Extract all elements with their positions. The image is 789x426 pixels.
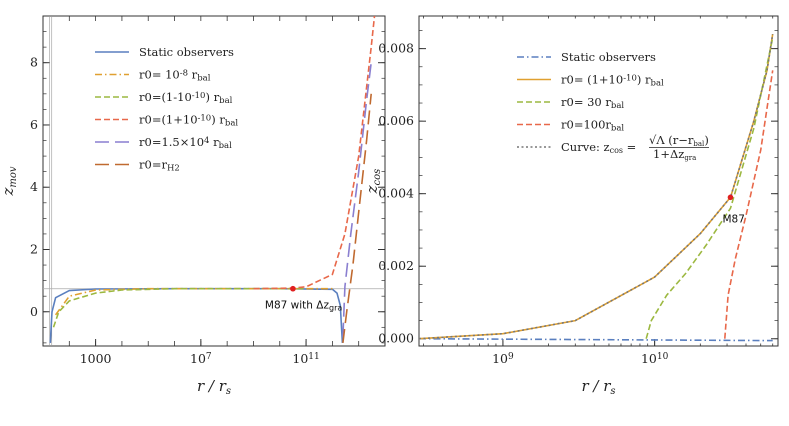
legend-entry: r0=100rbal (561, 118, 624, 134)
series-line-3 (724, 70, 774, 339)
y-tick-label: 0.004 (378, 186, 414, 201)
legend-entry: r0=(1+10-10) rbal (139, 113, 238, 129)
x-tick-label: 1011 (292, 351, 319, 366)
series-line-4 (342, 62, 372, 337)
series-line-2 (645, 37, 774, 339)
y-tick-label: 0 (30, 304, 38, 319)
y-axis-label: zcos (363, 169, 383, 195)
legend-entry: Static observers (561, 50, 656, 64)
y-tick-label: 8 (30, 55, 38, 70)
plot-frame (418, 15, 779, 347)
right-chart: 109 1010 0.000 0.002 0.004 0.006 0.008 r / rs zc… (363, 15, 779, 397)
series-line-5 (342, 93, 372, 343)
legend-formula-numerator: √Λ (r−rbal) (649, 133, 709, 148)
legend-entry: r0= 10-8 rbal (139, 68, 211, 84)
series-line-2 (52, 287, 307, 328)
left-chart: 1000 107 1011 0 2 4 6 8 r / rs zmov M87 with Δzgra… (0, 15, 386, 397)
y-tick-label: 0.002 (378, 258, 414, 273)
legend-entry: r0= (1+10-10) rbal (561, 73, 664, 89)
series-line-4 (419, 33, 774, 340)
plot-frame (42, 15, 386, 347)
legend-entry: Curve: zcos = (561, 140, 636, 155)
x-tick-label: 107 (190, 351, 212, 366)
x-tick-label: 109 (492, 351, 514, 366)
annotation-label: M87 with Δzgra (265, 300, 342, 313)
x-tick-label: 1000 (80, 351, 112, 366)
highlight-point (290, 285, 296, 292)
y-tick-label: 6 (30, 117, 38, 132)
y-axis-label: zmov (0, 166, 19, 196)
x-axis-label: r / rs (197, 377, 231, 397)
legend-entry: r0=(1-10-10) rbal (139, 90, 233, 106)
legend-entry: r0= 30 rbal (561, 95, 624, 111)
legend-entry: r0=1.5×104 rbal (139, 135, 232, 151)
annotation-label: M87 (722, 213, 744, 225)
y-tick-label: 4 (30, 179, 38, 194)
x-tick-label: 1010 (641, 351, 669, 366)
highlight-point (727, 194, 734, 201)
legend-entry: r0=rH2 (139, 158, 180, 174)
series-line-0 (49, 287, 344, 343)
y-tick-label: 0.000 (378, 331, 414, 346)
series-line-3 (253, 16, 376, 290)
legend-formula-denominator: 1+Δzgra (653, 147, 696, 162)
x-axis-label: r / rs (581, 377, 615, 397)
y-tick-label: 0.006 (378, 113, 414, 128)
legend-entry: Static observers (139, 45, 234, 59)
series-line-0 (419, 337, 773, 342)
y-tick-label: 2 (30, 241, 38, 256)
y-tick-label: 0.008 (378, 41, 414, 56)
